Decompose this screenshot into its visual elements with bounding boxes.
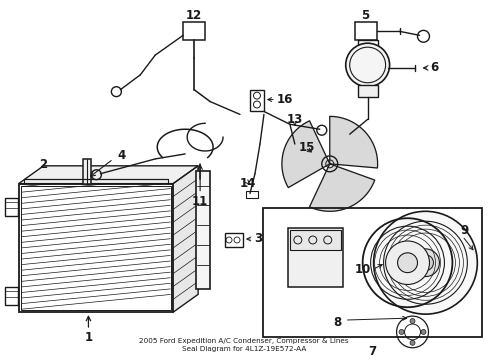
Circle shape <box>345 43 389 87</box>
Bar <box>20 186 171 310</box>
Bar <box>245 190 258 198</box>
Polygon shape <box>173 166 198 312</box>
Text: 2005 Ford Expedition A/C Condenser, Compressor & Lines
Seal Diagram for 4L1Z-19E: 2005 Ford Expedition A/C Condenser, Comp… <box>139 338 348 352</box>
Bar <box>287 228 342 287</box>
Text: 15: 15 <box>298 140 314 153</box>
Bar <box>224 233 243 247</box>
Text: 13: 13 <box>286 113 303 126</box>
Text: 7: 7 <box>368 345 376 358</box>
Bar <box>263 208 481 337</box>
Circle shape <box>373 211 476 314</box>
Bar <box>249 90 264 112</box>
Text: 16: 16 <box>276 93 292 106</box>
Text: 10: 10 <box>354 263 370 276</box>
Circle shape <box>409 319 414 324</box>
Circle shape <box>420 329 425 334</box>
Bar <box>19 184 173 312</box>
Circle shape <box>385 241 428 284</box>
Text: 3: 3 <box>253 233 262 246</box>
Polygon shape <box>282 121 329 188</box>
Circle shape <box>409 340 414 345</box>
Bar <box>196 171 210 289</box>
Text: 8: 8 <box>333 316 341 329</box>
Polygon shape <box>309 164 374 211</box>
Text: 4: 4 <box>117 149 125 162</box>
Text: 2: 2 <box>40 158 47 171</box>
Bar <box>357 40 377 48</box>
Text: 9: 9 <box>459 224 468 237</box>
Bar <box>5 287 18 305</box>
Text: 5: 5 <box>361 9 369 22</box>
Bar <box>5 198 18 216</box>
Text: 6: 6 <box>429 62 438 75</box>
Polygon shape <box>19 166 198 184</box>
Circle shape <box>417 255 432 271</box>
Bar <box>354 22 376 40</box>
Circle shape <box>398 329 403 334</box>
Text: 1: 1 <box>84 331 92 345</box>
Text: 11: 11 <box>192 195 208 208</box>
Bar <box>183 22 204 40</box>
Bar <box>289 230 340 250</box>
Bar <box>83 159 91 184</box>
Text: 14: 14 <box>239 177 256 190</box>
Polygon shape <box>329 116 377 168</box>
Circle shape <box>397 253 417 273</box>
Bar <box>357 85 377 96</box>
Circle shape <box>411 249 439 276</box>
Text: 12: 12 <box>185 9 202 22</box>
